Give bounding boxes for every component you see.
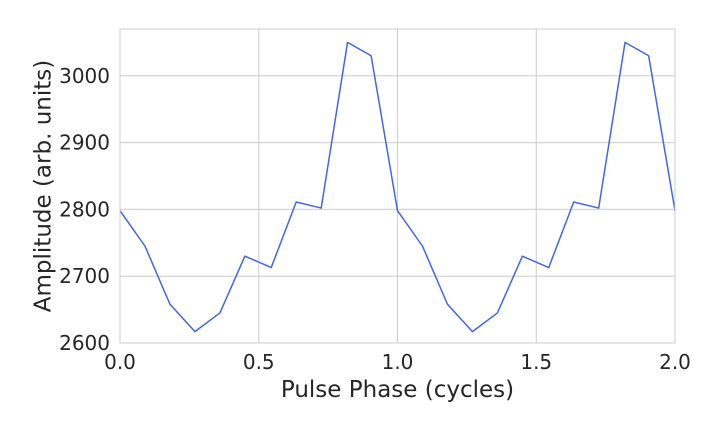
y-tick-label: 2700 — [59, 264, 110, 288]
grid — [119, 29, 676, 344]
y-tick-label: 2900 — [59, 131, 110, 155]
x-tick-label: 0.5 — [243, 350, 275, 374]
y-axis-label: Amplitude (arb. units) — [31, 60, 57, 312]
series-layer — [119, 41, 676, 333]
x-tick-labels: 0.0 0.5 1.0 1.5 2.0 — [104, 350, 691, 374]
y-tick-label: 2800 — [59, 197, 110, 221]
y-tick-labels: 2600 2700 2800 2900 3000 — [59, 64, 110, 355]
series-line — [119, 41, 676, 333]
y-tick-label: 3000 — [59, 64, 110, 88]
x-tick-label: 1.5 — [520, 350, 552, 374]
x-tick-label: 2.0 — [659, 350, 691, 374]
x-tick-label: 1.0 — [382, 350, 414, 374]
plot-frame — [119, 28, 676, 344]
x-tick-label: 0.0 — [104, 350, 136, 374]
y-tick-label: 2600 — [59, 331, 110, 355]
x-axis-label: Pulse Phase (cycles) — [281, 377, 514, 403]
